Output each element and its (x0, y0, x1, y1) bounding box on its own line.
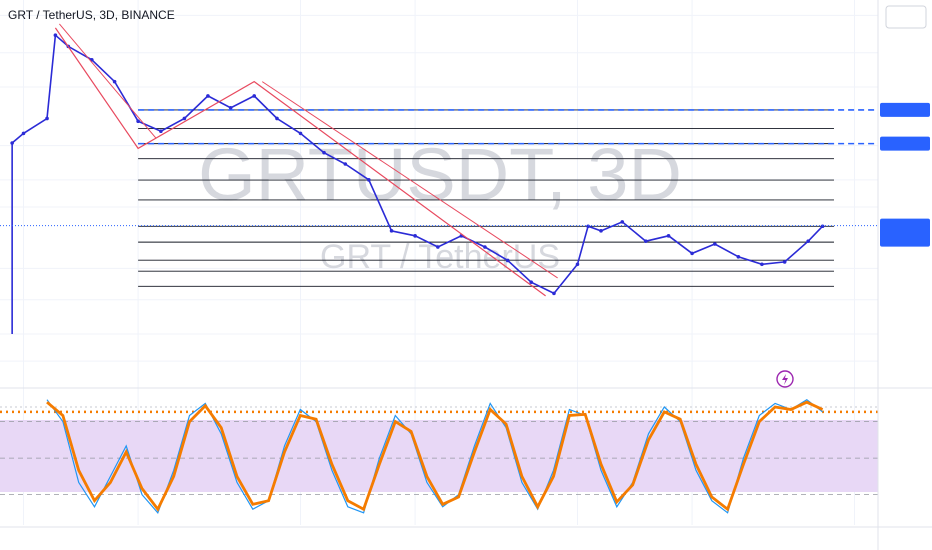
watermark-symbol: GRTUSDT, 3D (198, 133, 682, 216)
price-point (367, 178, 371, 182)
price-point (529, 280, 534, 285)
price-point (322, 150, 326, 155)
price-point (275, 116, 279, 121)
price-point (182, 116, 187, 121)
price-point (552, 291, 556, 296)
elliott-wave-drawing[interactable] (54, 23, 558, 297)
price-point (575, 262, 580, 267)
price-point (736, 255, 741, 259)
stoch-d-line (46, 400, 824, 512)
price-point (53, 33, 58, 38)
price-point (620, 220, 625, 224)
watermark-name: GRT / TetherUS (320, 238, 560, 276)
wave-channel-c (261, 81, 558, 279)
price-point (298, 131, 303, 136)
fib-levels[interactable] (138, 109, 878, 287)
price-point (136, 119, 140, 124)
price-point (483, 245, 487, 249)
price-point (806, 239, 810, 243)
price-badge (880, 102, 930, 117)
price-axis-bg (878, 0, 932, 550)
price-point (159, 129, 163, 134)
price-point (760, 262, 764, 267)
price-point (505, 258, 510, 263)
price-point (21, 131, 26, 136)
price-point (343, 162, 348, 166)
stoch-rsi-oscillator (0, 398, 878, 514)
symbol-title[interactable]: GRT / TetherUS, 3D, BINANCE (8, 8, 175, 22)
oscillator-band-fill (0, 420, 878, 492)
wave-channel-a (59, 23, 157, 139)
alert-bolt-glyph (782, 374, 788, 385)
price-point (45, 116, 49, 121)
wave-zigzag (54, 27, 546, 297)
price-point (436, 245, 440, 249)
price-point (389, 229, 394, 233)
price-point (690, 251, 694, 256)
price-point (599, 229, 603, 233)
price-badge (880, 136, 930, 151)
price-point (413, 234, 417, 238)
price-badge (880, 218, 930, 247)
price-point (228, 105, 233, 110)
price-point (206, 94, 210, 98)
price-point (586, 224, 590, 229)
price-point (782, 260, 787, 264)
price-point (10, 141, 14, 145)
price-point (112, 79, 117, 84)
price-point (666, 234, 671, 238)
price-point (713, 242, 717, 246)
price-point (643, 239, 648, 243)
currency-box (885, 5, 927, 29)
price-point (252, 94, 257, 98)
watermark: GRTUSDT, 3D GRT / TetherUS (198, 133, 682, 276)
price-point (820, 224, 825, 229)
stoch-k-line (46, 398, 823, 514)
price-series (0, 33, 878, 335)
